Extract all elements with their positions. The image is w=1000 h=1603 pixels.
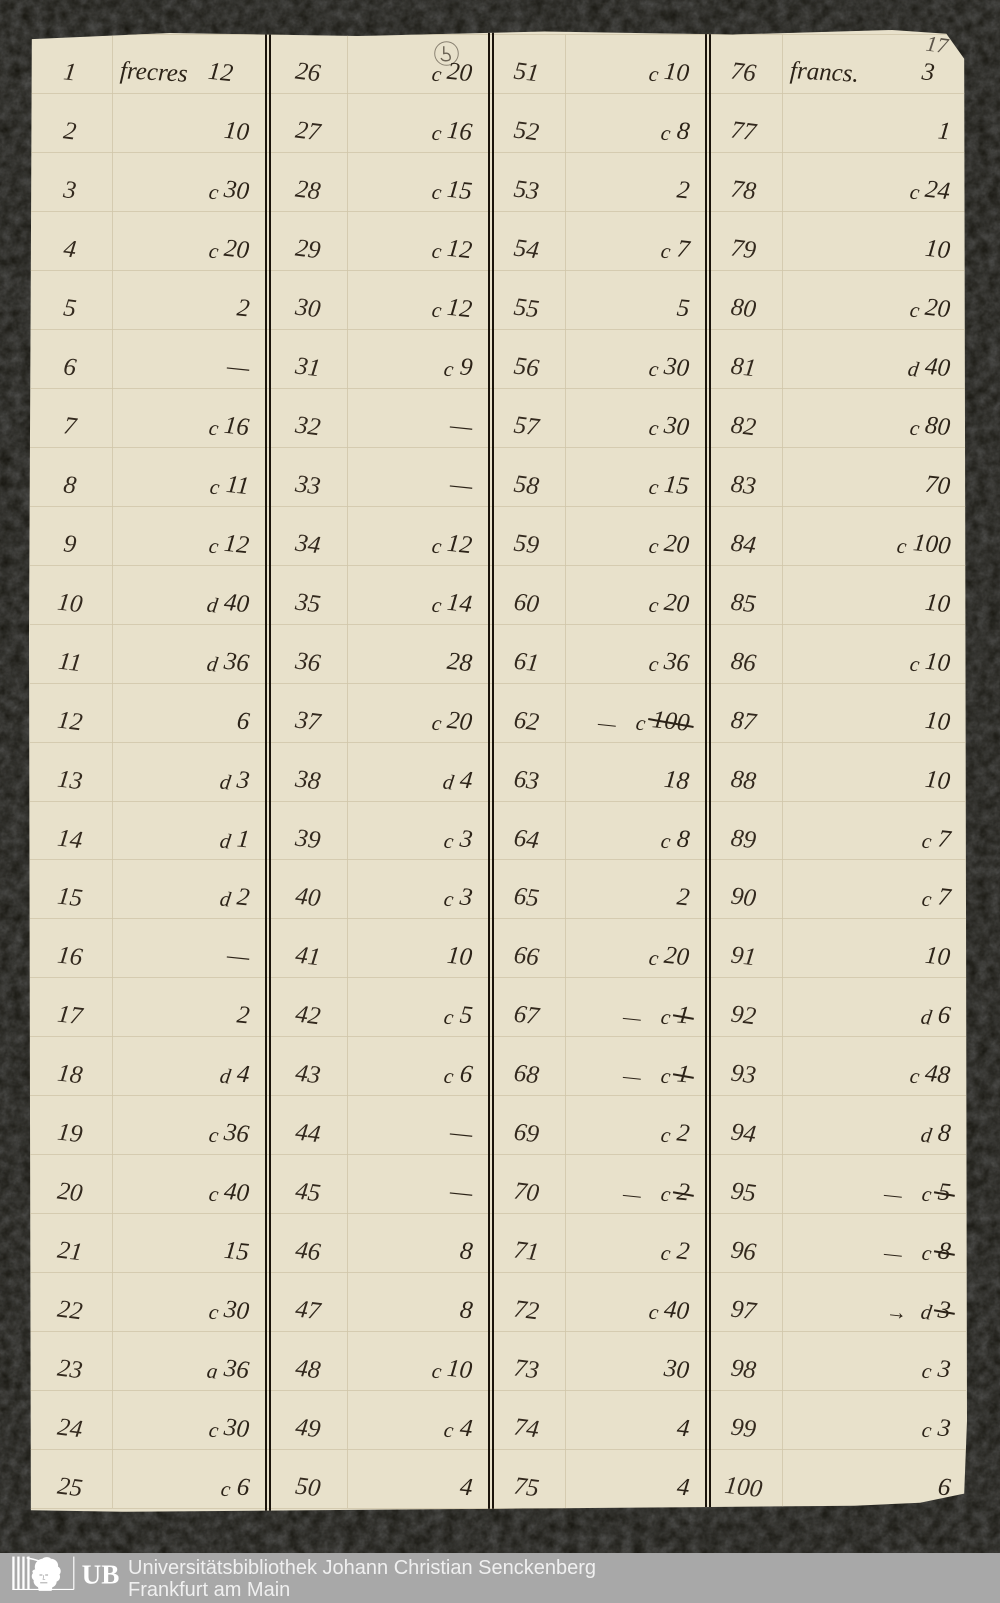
svg-text:UB: UB	[82, 1560, 120, 1590]
